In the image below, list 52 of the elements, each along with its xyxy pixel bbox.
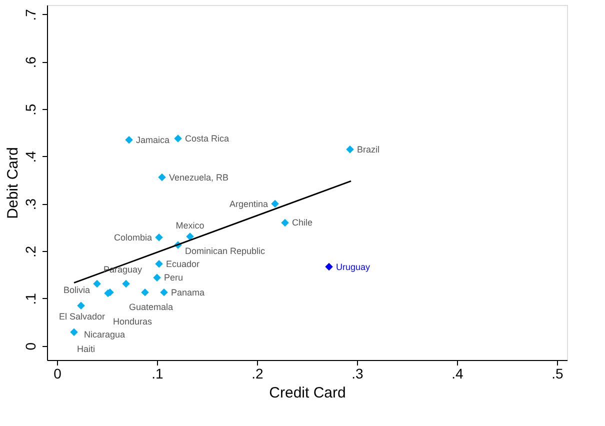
point bbox=[174, 134, 182, 142]
annotation: Honduras bbox=[113, 316, 153, 326]
annotation: Bolivia bbox=[63, 284, 90, 295]
point bbox=[158, 173, 166, 182]
annotation: Nicaragua bbox=[84, 330, 126, 340]
y-tick-label: 0 bbox=[22, 342, 38, 350]
y-tick-label: .7 bbox=[22, 8, 38, 21]
annotation: Chile bbox=[292, 218, 313, 228]
annotation: Ecuador bbox=[166, 258, 200, 269]
point bbox=[160, 288, 168, 296]
point bbox=[93, 280, 101, 288]
point bbox=[346, 145, 354, 154]
point bbox=[125, 136, 133, 144]
x-tick-label: .5 bbox=[552, 366, 564, 382]
y-tick-label: .4 bbox=[22, 150, 38, 163]
point bbox=[153, 274, 161, 282]
y-tick-label: .6 bbox=[22, 56, 38, 68]
x-tick-label: .2 bbox=[252, 366, 264, 382]
annotation: Panama bbox=[171, 287, 205, 298]
annotation: Peru bbox=[164, 272, 184, 283]
point bbox=[122, 280, 130, 288]
annotation: El Salvador bbox=[58, 311, 105, 322]
annotation: Venezuela, RB bbox=[169, 172, 229, 182]
x-tick-label: .1 bbox=[152, 366, 164, 382]
x-tick-label: .4 bbox=[452, 366, 464, 382]
x-axis-title: Credit Card bbox=[269, 384, 346, 402]
annotation: Uruguay bbox=[336, 262, 371, 272]
y-tick-label: .3 bbox=[22, 198, 38, 210]
point bbox=[70, 328, 78, 336]
point bbox=[77, 302, 85, 310]
point bbox=[155, 260, 163, 268]
annotation: Jamaica bbox=[136, 134, 170, 145]
annotation: Dominican Republic bbox=[185, 246, 266, 256]
y-tick-label: .5 bbox=[22, 104, 38, 116]
x-tick-label: 0 bbox=[54, 366, 62, 382]
annotation: Haiti bbox=[77, 344, 96, 354]
annotation: Argentina bbox=[229, 198, 268, 209]
point bbox=[155, 234, 163, 242]
point bbox=[141, 288, 149, 296]
y-tick-label: .2 bbox=[22, 246, 38, 258]
point bbox=[325, 262, 333, 271]
annotation: Mexico bbox=[176, 220, 204, 230]
annotation: Guatemala bbox=[129, 302, 174, 312]
point bbox=[186, 232, 194, 240]
annotation: Brazil bbox=[357, 144, 380, 154]
annotation: Costa Rica bbox=[185, 133, 230, 144]
annotation: Colombia bbox=[114, 232, 152, 242]
y-axis-title: Debit Card bbox=[4, 147, 22, 219]
point bbox=[281, 218, 289, 227]
point bbox=[271, 200, 279, 208]
y-tick-label: .1 bbox=[22, 292, 38, 305]
x-tick-label: .3 bbox=[352, 366, 364, 382]
